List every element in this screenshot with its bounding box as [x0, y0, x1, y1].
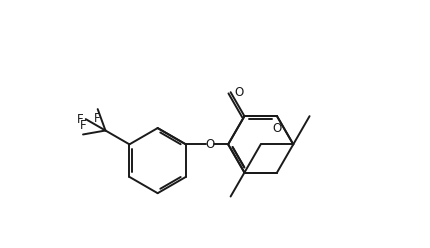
- Text: O: O: [233, 86, 243, 99]
- Text: F: F: [80, 119, 86, 132]
- Text: O: O: [205, 138, 215, 151]
- Text: F: F: [76, 113, 83, 126]
- Text: O: O: [272, 122, 281, 135]
- Text: F: F: [94, 112, 101, 125]
